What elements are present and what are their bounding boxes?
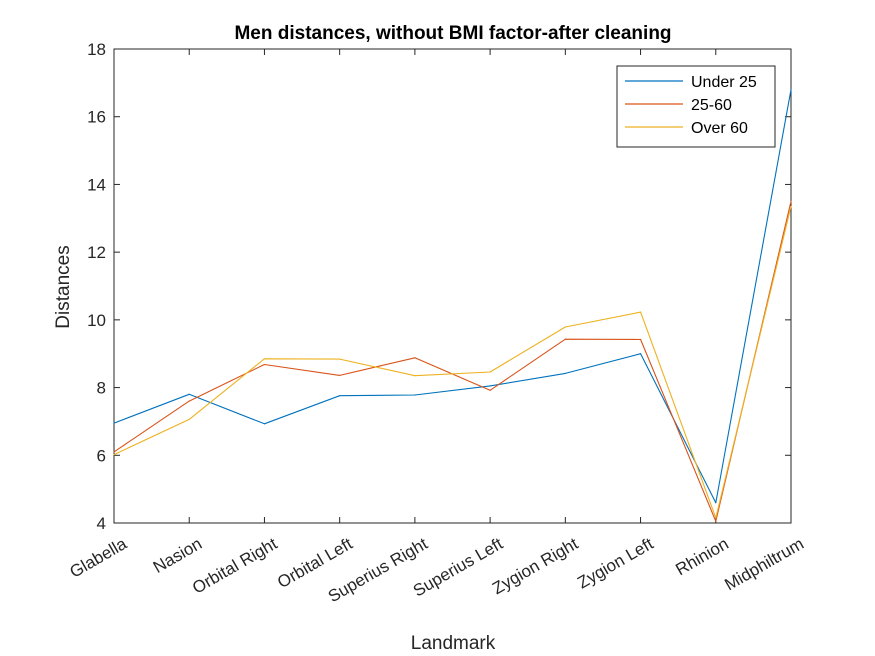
legend-label: 25-60 <box>691 97 732 114</box>
chart-title: Men distances, without BMI factor-after … <box>234 23 671 44</box>
data-point <box>113 454 115 456</box>
x-axis-label: Landmark <box>411 633 496 654</box>
x-tick-label: Orbital Right <box>189 534 281 598</box>
data-point <box>339 395 341 397</box>
series-line-2 <box>113 206 792 519</box>
y-tick-label: 16 <box>87 108 106 127</box>
y-tick-label: 14 <box>87 175 106 194</box>
y-axis-label: Distances <box>53 245 74 328</box>
data-point <box>715 517 717 519</box>
data-point <box>414 357 416 359</box>
y-tick-label: 6 <box>97 446 106 465</box>
y-tick-label: 4 <box>97 514 106 533</box>
data-point <box>564 372 566 374</box>
data-point <box>715 520 717 522</box>
data-point <box>339 358 341 360</box>
x-tick-label: Midphiltrum <box>721 534 807 594</box>
data-point <box>489 371 491 373</box>
x-tick-label: Zygion Left <box>574 534 657 593</box>
data-point <box>790 89 792 91</box>
data-point <box>113 422 115 424</box>
x-tick-label: Nasion <box>150 534 205 577</box>
legend-box <box>616 65 776 148</box>
data-point <box>489 385 491 387</box>
y-tick-label: 10 <box>87 311 106 330</box>
data-point <box>263 363 266 366</box>
data-point <box>414 375 416 377</box>
legend: Under 25 25-60 Over 60 <box>616 65 776 148</box>
data-point <box>790 205 792 208</box>
data-point <box>263 358 266 360</box>
data-point <box>188 393 190 395</box>
data-point <box>564 338 566 340</box>
data-point <box>188 418 190 420</box>
data-point <box>188 400 190 402</box>
series-line-0 <box>113 89 792 504</box>
data-point <box>564 326 566 328</box>
x-tick-label: Zygion Right <box>489 534 581 598</box>
data-point <box>339 374 341 376</box>
legend-label: Over 60 <box>691 120 748 137</box>
x-tick-label: Glabella <box>66 534 130 582</box>
data-point <box>639 353 642 355</box>
data-point <box>639 311 642 313</box>
y-tick-label: 18 <box>87 40 106 59</box>
data-point <box>489 389 491 391</box>
data-point <box>113 451 115 453</box>
data-point <box>414 394 416 396</box>
data-point <box>715 502 717 504</box>
x-tick-label: Rhinion <box>672 534 731 579</box>
data-point <box>263 423 266 425</box>
data-point <box>639 338 642 341</box>
legend-label: Under 25 <box>691 74 757 91</box>
y-tick-label: 8 <box>97 379 106 398</box>
y-tick-label: 12 <box>87 243 106 262</box>
data-point <box>790 200 792 202</box>
